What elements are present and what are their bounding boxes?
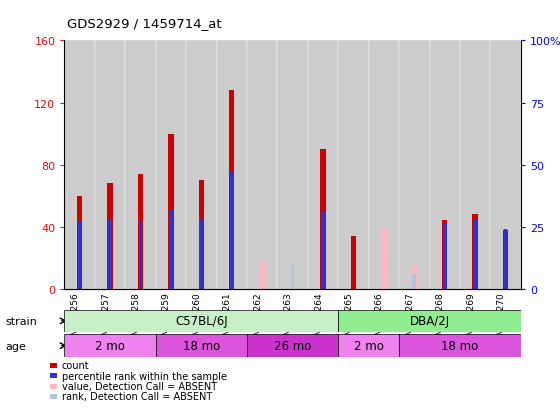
- Text: 26 mo: 26 mo: [274, 339, 311, 352]
- Text: rank, Detection Call = ABSENT: rank, Detection Call = ABSENT: [62, 392, 212, 401]
- Bar: [247, 335, 338, 357]
- Bar: [217, 41, 247, 289]
- Bar: [473, 220, 477, 289]
- Bar: [504, 230, 507, 289]
- Text: 18 mo: 18 mo: [441, 339, 479, 352]
- Bar: [308, 41, 338, 289]
- Text: age: age: [6, 341, 26, 351]
- Text: 2 mo: 2 mo: [95, 339, 125, 352]
- Text: percentile rank within the sample: percentile rank within the sample: [62, 371, 227, 381]
- Text: value, Detection Call = ABSENT: value, Detection Call = ABSENT: [62, 381, 217, 391]
- Bar: [430, 41, 460, 289]
- Text: count: count: [62, 361, 89, 370]
- Bar: [199, 220, 203, 289]
- Bar: [156, 41, 186, 289]
- Bar: [108, 184, 113, 289]
- Text: strain: strain: [6, 316, 38, 326]
- Bar: [399, 41, 430, 289]
- Bar: [168, 134, 174, 289]
- Bar: [491, 41, 521, 289]
- Bar: [413, 274, 416, 289]
- Bar: [229, 91, 235, 289]
- Bar: [320, 150, 326, 289]
- Bar: [169, 210, 172, 289]
- Bar: [473, 215, 478, 289]
- Bar: [64, 335, 156, 357]
- Bar: [156, 335, 247, 357]
- Bar: [139, 220, 142, 289]
- Bar: [95, 41, 125, 289]
- Bar: [138, 175, 143, 289]
- Text: 2 mo: 2 mo: [354, 339, 384, 352]
- Bar: [247, 41, 277, 289]
- Bar: [321, 212, 325, 289]
- Text: 18 mo: 18 mo: [183, 339, 220, 352]
- Bar: [125, 41, 156, 289]
- Bar: [460, 41, 491, 289]
- Bar: [351, 236, 356, 289]
- Bar: [381, 227, 386, 289]
- Bar: [77, 196, 82, 289]
- Text: DBA/2J: DBA/2J: [409, 315, 450, 328]
- Bar: [399, 335, 521, 357]
- Bar: [503, 230, 508, 289]
- Bar: [230, 173, 234, 289]
- Bar: [277, 41, 308, 289]
- Bar: [442, 221, 447, 289]
- Text: GDS2929 / 1459714_at: GDS2929 / 1459714_at: [67, 17, 222, 30]
- Bar: [108, 220, 112, 289]
- Bar: [64, 41, 95, 289]
- Bar: [338, 335, 399, 357]
- Bar: [199, 181, 204, 289]
- Bar: [368, 41, 399, 289]
- Bar: [291, 264, 295, 289]
- Bar: [186, 41, 217, 289]
- Bar: [338, 310, 521, 332]
- Bar: [338, 41, 368, 289]
- Text: C57BL/6J: C57BL/6J: [175, 315, 227, 328]
- Bar: [412, 266, 417, 289]
- Bar: [78, 222, 81, 289]
- Bar: [259, 261, 265, 289]
- Bar: [64, 310, 338, 332]
- Bar: [443, 225, 446, 289]
